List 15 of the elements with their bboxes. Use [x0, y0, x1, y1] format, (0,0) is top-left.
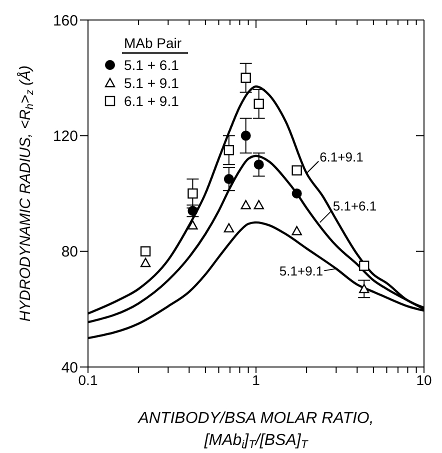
annotation: 5.1+6.1 [332, 198, 377, 214]
y-tick-label: 120 [52, 128, 78, 145]
y-tick-label: 40 [61, 359, 78, 376]
x-axis-title: ANTIBODY/BSA MOLAR RATIO, [MAb$_{i}$]$_{T}$/[BSA]$_{T}$ [137, 410, 374, 452]
x-tick-label: 1 [252, 372, 260, 388]
y-tick-label: 160 [52, 12, 78, 30]
annotation: 5.1+9.1 [279, 264, 324, 279]
x-tick-label: 0.1 [78, 372, 98, 388]
y-tick-label: 80 [61, 244, 78, 261]
x-tick-label: 10 [416, 372, 432, 388]
legend-label: 5.1 + 9.1 [124, 75, 180, 91]
annotation: 6.1+9.1 [320, 149, 364, 164]
legend-label: 6.1 + 9.1 [124, 93, 180, 109]
legend-title: MAb Pair [124, 35, 182, 51]
legend-label: 5.1 + 6.1 [124, 57, 180, 73]
